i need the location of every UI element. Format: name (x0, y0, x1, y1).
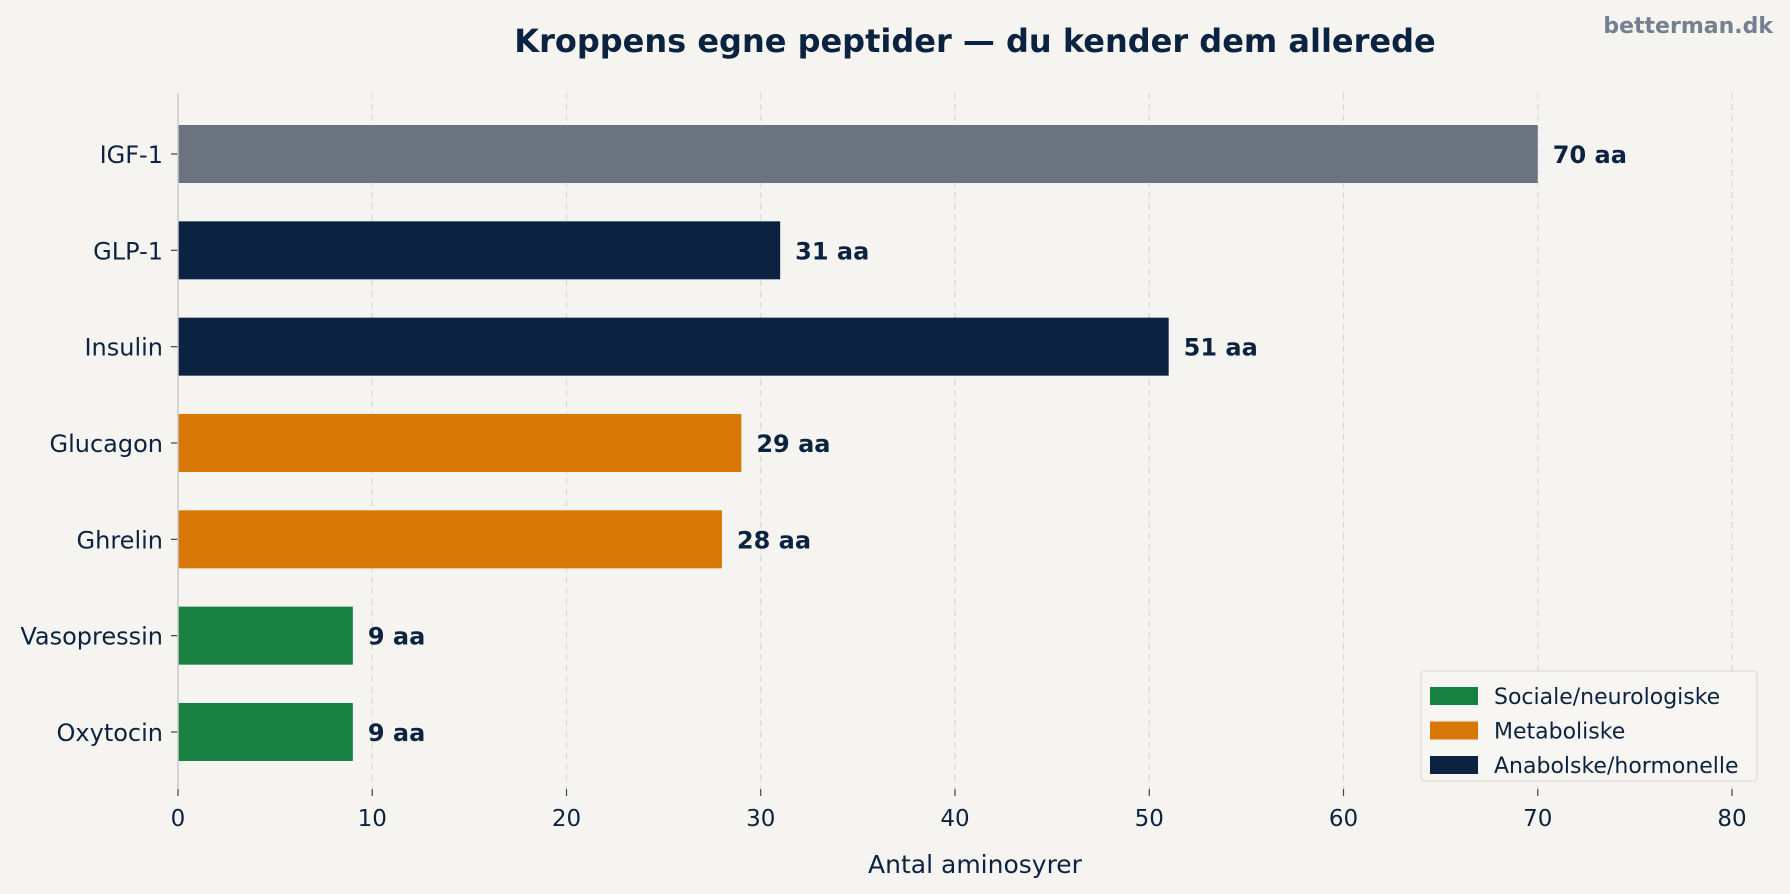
x-tick-label: 40 (940, 806, 969, 832)
legend-label: Metaboliske (1494, 720, 1625, 745)
value-label: 9 aa (368, 623, 425, 651)
category-label: Glucagon (49, 430, 163, 458)
grid-lines (371, 93, 1733, 789)
value-label: 70 aa (1553, 141, 1627, 169)
value-label: 29 aa (756, 430, 830, 458)
x-tick-label: 0 (171, 806, 186, 832)
legend-box (1420, 670, 1758, 782)
value-label: 51 aa (1184, 334, 1258, 362)
legend-swatch (1430, 687, 1478, 705)
bar (178, 413, 742, 472)
category-label: Ghrelin (77, 526, 163, 554)
x-tick-label: 50 (1135, 806, 1164, 832)
bars: 70 aa 31 aa 51 aa 29 aa 28 aa 9 aa 9 aa (178, 125, 1627, 761)
category-label: GLP-1 (93, 237, 163, 265)
watermark: betterman.dk (1603, 14, 1774, 39)
chart-title: Kroppens egne peptider — du kender dem a… (514, 22, 1435, 60)
legend: Sociale/neurologiske Metaboliske Anabolske… (1420, 670, 1758, 782)
legend-swatch (1430, 756, 1478, 774)
legend-swatch (1430, 721, 1478, 740)
x-tick-label: 60 (1329, 806, 1358, 832)
value-label: 9 aa (368, 719, 425, 747)
legend-label: Anabolske/hormonelle (1494, 754, 1739, 779)
axes: IGF-1 GLP-1 Insulin Glucagon Ghrelin Vasopres… (20, 93, 1747, 832)
category-label: IGF-1 (100, 141, 163, 169)
bar (178, 221, 781, 280)
bar (178, 702, 353, 761)
x-tick-label: 70 (1523, 806, 1552, 832)
category-label: Insulin (84, 334, 163, 362)
x-tick-label: 20 (552, 806, 581, 832)
legend-label: Sociale/neurologiske (1494, 685, 1720, 710)
bar (178, 317, 1169, 376)
x-tick-label: 80 (1717, 806, 1746, 832)
bar (178, 510, 722, 569)
category-label: Vasopressin (20, 623, 163, 651)
x-axis-title: Antal aminosyrer (868, 850, 1083, 879)
x-tick-label: 10 (358, 806, 387, 832)
value-label: 28 aa (737, 526, 811, 554)
bar (178, 606, 353, 665)
category-label: Oxytocin (57, 719, 163, 747)
x-tick-label: 30 (746, 806, 775, 832)
value-label: 31 aa (795, 237, 869, 265)
bar (178, 125, 1538, 183)
